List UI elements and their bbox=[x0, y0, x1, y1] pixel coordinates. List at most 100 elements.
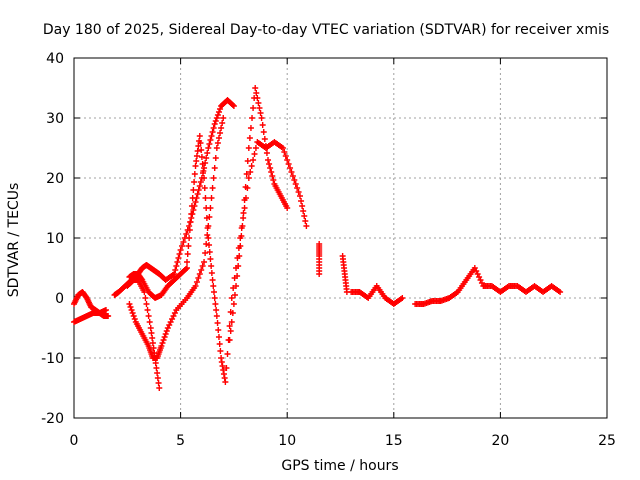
data-point bbox=[245, 145, 252, 151]
data-point bbox=[212, 118, 219, 124]
x-tick-label: 0 bbox=[70, 433, 79, 449]
data-point bbox=[220, 115, 227, 121]
y-tick-label: -10 bbox=[41, 351, 64, 367]
data-point bbox=[198, 147, 205, 153]
data-point bbox=[300, 208, 307, 214]
data-point bbox=[191, 179, 198, 185]
data-point bbox=[240, 210, 247, 216]
data-point bbox=[172, 267, 179, 273]
data-point bbox=[127, 304, 134, 310]
data-point bbox=[188, 211, 195, 217]
data-point bbox=[259, 122, 266, 128]
data-point bbox=[230, 103, 237, 109]
data-point bbox=[196, 133, 203, 139]
data-point bbox=[193, 153, 200, 159]
data-point bbox=[244, 158, 251, 164]
y-tick-label: 20 bbox=[46, 171, 64, 187]
data-point bbox=[302, 218, 309, 224]
data-point bbox=[217, 106, 224, 112]
x-tick-label: 15 bbox=[385, 433, 403, 449]
data-point bbox=[299, 203, 306, 209]
data-point bbox=[238, 233, 245, 239]
y-tick-label: 40 bbox=[46, 51, 64, 67]
data-point bbox=[201, 185, 208, 191]
y-tick-labels: -20 -10 0 10 20 30 40 bbox=[41, 51, 64, 427]
data-point bbox=[289, 173, 296, 179]
data-point bbox=[215, 109, 222, 115]
data-point bbox=[171, 271, 178, 277]
data-point bbox=[241, 197, 248, 203]
data-point bbox=[180, 239, 187, 245]
data-point bbox=[149, 335, 156, 341]
data-point bbox=[247, 169, 254, 175]
series-arc-9 bbox=[316, 241, 323, 277]
data-point bbox=[206, 242, 213, 248]
data-point bbox=[256, 105, 263, 111]
data-point bbox=[279, 145, 286, 151]
data-point bbox=[213, 145, 220, 151]
data-point bbox=[212, 301, 219, 307]
data-point bbox=[210, 175, 217, 181]
data-point bbox=[209, 129, 216, 135]
data-point bbox=[205, 235, 212, 241]
data-point bbox=[208, 133, 215, 139]
data-point bbox=[250, 157, 257, 163]
data-point bbox=[202, 195, 209, 201]
data-point bbox=[174, 259, 181, 265]
data-point bbox=[211, 121, 218, 127]
data-point bbox=[235, 263, 242, 269]
data-point bbox=[179, 243, 186, 249]
data-point bbox=[287, 165, 294, 171]
data-point bbox=[228, 319, 235, 325]
data-point bbox=[211, 295, 218, 301]
data-point bbox=[284, 205, 291, 211]
x-tick-label: 10 bbox=[278, 433, 296, 449]
data-point bbox=[209, 277, 216, 283]
data-point bbox=[187, 219, 194, 225]
data-point bbox=[213, 313, 220, 319]
data-point bbox=[190, 187, 197, 193]
data-point bbox=[190, 207, 197, 213]
data-point bbox=[163, 328, 170, 334]
data-point bbox=[214, 320, 221, 326]
data-point bbox=[195, 275, 202, 281]
data-point bbox=[189, 195, 196, 201]
data-point bbox=[188, 203, 195, 209]
data-point bbox=[192, 163, 199, 169]
axis-ticks bbox=[73, 57, 608, 419]
data-point bbox=[173, 263, 180, 269]
series-arc-11 bbox=[348, 283, 406, 307]
data-point bbox=[257, 110, 264, 116]
x-axis-label: GPS time / hours bbox=[281, 458, 398, 474]
data-point bbox=[217, 348, 224, 354]
data-point bbox=[241, 205, 248, 211]
series-arc-2 bbox=[71, 307, 109, 325]
data-point bbox=[197, 179, 204, 185]
data-point bbox=[234, 273, 241, 279]
data-point bbox=[207, 256, 214, 262]
data-point bbox=[247, 125, 254, 131]
data-point bbox=[192, 283, 199, 289]
data-point bbox=[196, 271, 203, 277]
data-point bbox=[218, 355, 225, 361]
data-point bbox=[158, 343, 165, 349]
data-point bbox=[126, 301, 133, 307]
data-point bbox=[252, 85, 259, 91]
data-point bbox=[298, 198, 305, 204]
data-point bbox=[215, 327, 222, 333]
data-point bbox=[204, 232, 211, 238]
data-point bbox=[258, 115, 265, 121]
data-point bbox=[220, 367, 227, 373]
data-point bbox=[239, 223, 246, 229]
data-point bbox=[265, 157, 272, 163]
data-point bbox=[193, 279, 200, 285]
data-point bbox=[248, 163, 255, 169]
data-point bbox=[219, 363, 226, 369]
data-point bbox=[154, 370, 161, 376]
data-point bbox=[250, 105, 257, 111]
data-point bbox=[193, 158, 200, 164]
data-point bbox=[399, 295, 406, 301]
data-point bbox=[201, 175, 208, 181]
data-points bbox=[71, 85, 564, 391]
